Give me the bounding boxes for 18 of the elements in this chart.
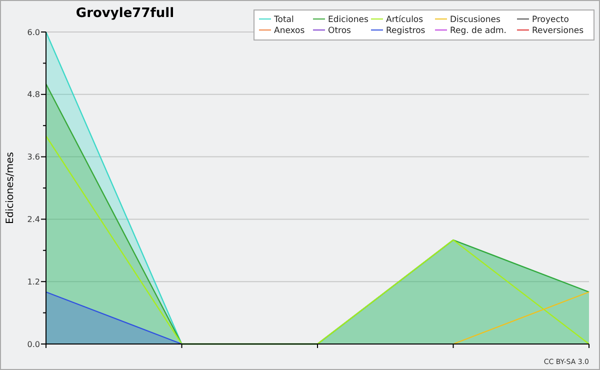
legend-label: Reversiones [532, 26, 584, 36]
y-tick-label: 3.6 [27, 152, 40, 162]
legend-label: Otros [328, 26, 352, 36]
y-tick-label: 6.0 [27, 28, 40, 37]
y-tick-label: 4.8 [27, 90, 40, 100]
legend-label: Discusiones [450, 14, 502, 25]
legend-label: Proyecto [532, 14, 569, 25]
legend-label: Reg. de adm. [450, 26, 506, 36]
y-axis-title: Ediciones/mes [5, 152, 16, 224]
chart-title: Grovyle77full [76, 6, 174, 21]
legend-label: Artículos [386, 14, 424, 25]
y-tick-label: 1.2 [27, 277, 40, 286]
legend-label: Registros [386, 26, 426, 36]
legend-label: Ediciones [328, 14, 369, 25]
legend-label: Total [273, 14, 294, 25]
y-tick-label: 0.0 [27, 340, 40, 349]
legend-label: Anexos [274, 26, 306, 36]
y-tick-label: 2.4 [27, 215, 40, 224]
